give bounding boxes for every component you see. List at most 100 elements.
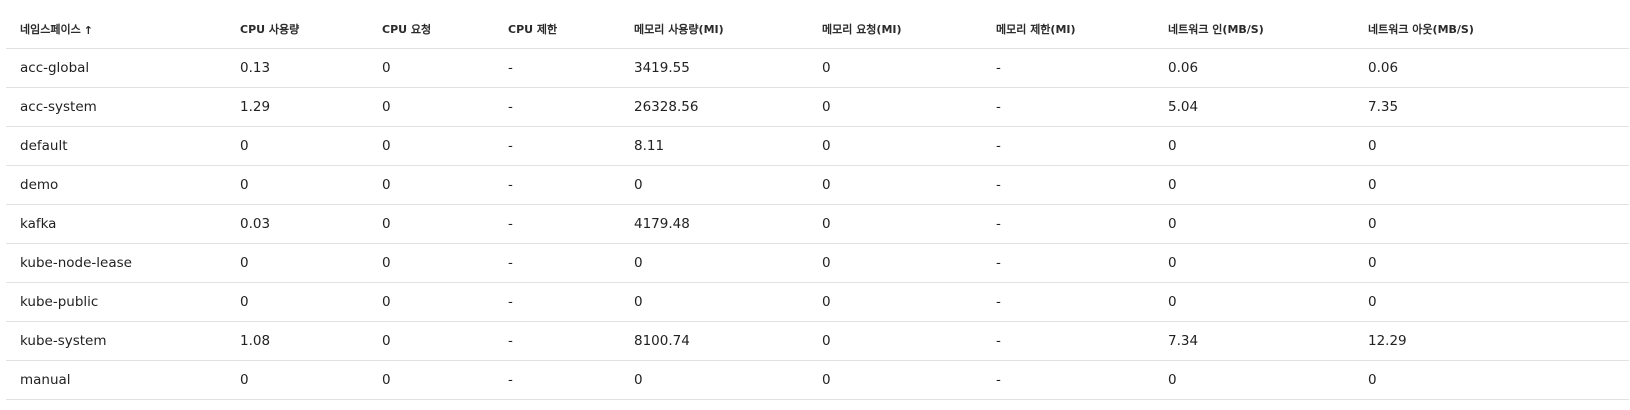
cell-memory-request: 0 [808, 243, 982, 283]
cell-cpu-usage: 0 [226, 282, 368, 322]
column-header-cpu-request[interactable]: CPU 요청 [368, 10, 494, 49]
cell-namespace: default [6, 126, 226, 166]
cell-memory-usage: 0 [620, 165, 808, 205]
column-header-label: 네트워크 아웃(MB/S) [1368, 23, 1474, 36]
table-row[interactable]: acc-global 0.13 0 - 3419.55 0 - 0.06 0.0… [6, 48, 1629, 88]
cell-cpu-limit: - [494, 360, 620, 400]
cell-memory-limit: - [982, 48, 1154, 88]
cell-cpu-request: 0 [368, 165, 494, 205]
cell-memory-request: 0 [808, 204, 982, 244]
table-row[interactable]: kube-public 0 0 - 0 0 - 0 0 [6, 282, 1629, 322]
cell-memory-usage: 4179.48 [620, 204, 808, 244]
cell-cpu-usage: 0 [226, 126, 368, 166]
column-header-label: CPU 제한 [508, 23, 558, 36]
cell-memory-limit: - [982, 321, 1154, 361]
column-header-label: 메모리 요청(MI) [822, 23, 902, 36]
cell-namespace: demo [6, 165, 226, 205]
cell-memory-request: 0 [808, 165, 982, 205]
column-header-memory-limit[interactable]: 메모리 제한(MI) [982, 10, 1154, 49]
cell-namespace: kube-system [6, 321, 226, 361]
cell-network-out: 0 [1354, 360, 1629, 400]
column-header-label: CPU 사용량 [240, 23, 300, 36]
column-header-network-out[interactable]: 네트워크 아웃(MB/S) [1354, 10, 1629, 49]
cell-network-out: 0.06 [1354, 48, 1629, 88]
cell-cpu-usage: 1.08 [226, 321, 368, 361]
cell-network-in: 0.06 [1154, 48, 1354, 88]
cell-cpu-limit: - [494, 48, 620, 88]
cell-memory-limit: - [982, 165, 1154, 205]
table-row[interactable]: manual 0 0 - 0 0 - 0 0 [6, 360, 1629, 400]
cell-memory-request: 0 [808, 87, 982, 127]
table-header: 네임스페이스 ↑ CPU 사용량 CPU 요청 CPU 제한 메모리 사용량(MI… [6, 10, 1629, 49]
cell-cpu-request: 0 [368, 126, 494, 166]
cell-cpu-request: 0 [368, 282, 494, 322]
cell-cpu-limit: - [494, 243, 620, 283]
column-header-label: 네트워크 인(MB/S) [1168, 23, 1264, 36]
cell-network-in: 0 [1154, 126, 1354, 166]
cell-memory-usage: 3419.55 [620, 48, 808, 88]
cell-cpu-request: 0 [368, 87, 494, 127]
table-row[interactable]: acc-system 1.29 0 - 26328.56 0 - 5.04 7.… [6, 87, 1629, 127]
cell-cpu-request: 0 [368, 243, 494, 283]
cell-namespace: kafka [6, 204, 226, 244]
column-header-label: 메모리 사용량(MI) [634, 23, 724, 36]
cell-cpu-limit: - [494, 204, 620, 244]
column-header-memory-request[interactable]: 메모리 요청(MI) [808, 10, 982, 49]
cell-network-out: 0 [1354, 243, 1629, 283]
cell-memory-request: 0 [808, 126, 982, 166]
column-header-memory-usage[interactable]: 메모리 사용량(MI) [620, 10, 808, 49]
cell-network-out: 0 [1354, 165, 1629, 205]
cell-cpu-limit: - [494, 87, 620, 127]
cell-cpu-limit: - [494, 321, 620, 361]
cell-network-in: 0 [1154, 282, 1354, 322]
cell-network-out: 0 [1354, 282, 1629, 322]
cell-network-in: 0 [1154, 243, 1354, 283]
cell-network-out: 7.35 [1354, 87, 1629, 127]
cell-network-out: 12.29 [1354, 321, 1629, 361]
column-header-cpu-usage[interactable]: CPU 사용량 [226, 10, 368, 49]
cell-cpu-usage: 0 [226, 243, 368, 283]
cell-namespace: acc-global [6, 48, 226, 88]
column-header-label: 네임스페이스 [20, 23, 81, 36]
cell-network-in: 0 [1154, 204, 1354, 244]
cell-cpu-usage: 0.03 [226, 204, 368, 244]
namespace-resource-table: 네임스페이스 ↑ CPU 사용량 CPU 요청 CPU 제한 메모리 사용량(MI… [6, 10, 1629, 400]
cell-cpu-usage: 1.29 [226, 87, 368, 127]
cell-memory-usage: 0 [620, 282, 808, 322]
column-header-cpu-limit[interactable]: CPU 제한 [494, 10, 620, 49]
table-body: acc-global 0.13 0 - 3419.55 0 - 0.06 0.0… [6, 48, 1629, 400]
cell-namespace: manual [6, 360, 226, 400]
cell-cpu-request: 0 [368, 48, 494, 88]
arrow-up-icon[interactable]: ↑ [83, 24, 93, 37]
cell-memory-limit: - [982, 126, 1154, 166]
cell-memory-limit: - [982, 204, 1154, 244]
cell-memory-limit: - [982, 282, 1154, 322]
column-header-namespace[interactable]: 네임스페이스 ↑ [6, 10, 226, 49]
cell-network-out: 0 [1354, 204, 1629, 244]
cell-cpu-usage: 0 [226, 360, 368, 400]
table-row[interactable]: default 0 0 - 8.11 0 - 0 0 [6, 126, 1629, 166]
cell-memory-usage: 0 [620, 243, 808, 283]
cell-memory-usage: 26328.56 [620, 87, 808, 127]
cell-memory-usage: 8100.74 [620, 321, 808, 361]
table-row[interactable]: demo 0 0 - 0 0 - 0 0 [6, 165, 1629, 205]
cell-memory-request: 0 [808, 360, 982, 400]
table-row[interactable]: kafka 0.03 0 - 4179.48 0 - 0 0 [6, 204, 1629, 244]
cell-cpu-usage: 0.13 [226, 48, 368, 88]
cell-network-in: 0 [1154, 360, 1354, 400]
cell-network-in: 0 [1154, 165, 1354, 205]
column-header-label: CPU 요청 [382, 23, 432, 36]
cell-namespace: acc-system [6, 87, 226, 127]
cell-network-out: 0 [1354, 126, 1629, 166]
cell-cpu-usage: 0 [226, 165, 368, 205]
cell-namespace: kube-public [6, 282, 226, 322]
column-header-network-in[interactable]: 네트워크 인(MB/S) [1154, 10, 1354, 49]
table-row[interactable]: kube-system 1.08 0 - 8100.74 0 - 7.34 12… [6, 321, 1629, 361]
table-row[interactable]: kube-node-lease 0 0 - 0 0 - 0 0 [6, 243, 1629, 283]
cell-cpu-request: 0 [368, 321, 494, 361]
cell-network-in: 7.34 [1154, 321, 1354, 361]
cell-cpu-limit: - [494, 282, 620, 322]
column-header-label: 메모리 제한(MI) [996, 23, 1076, 36]
cell-cpu-request: 0 [368, 360, 494, 400]
